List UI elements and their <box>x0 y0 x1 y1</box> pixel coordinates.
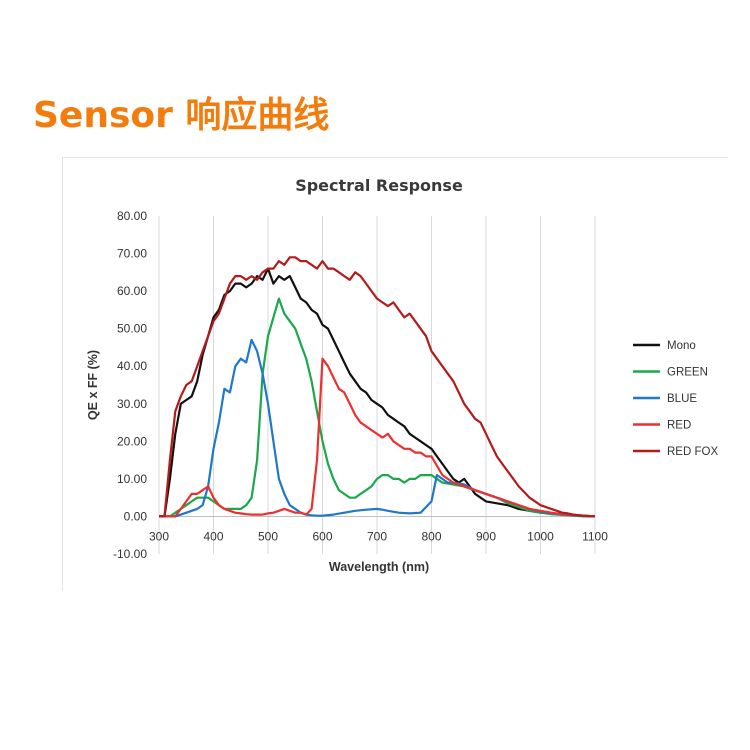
legend-label: RED FOX <box>667 446 718 458</box>
x-tick-label: 800 <box>421 529 441 543</box>
spectral-response-chart: Spectral Response 300 400 500 600 700 800 900 1… <box>86 176 718 574</box>
y-tick-label: -10.00 <box>113 547 147 561</box>
legend: Mono GREEN BLUE RED RED FOX <box>633 340 718 458</box>
page-title: Sensor 响应曲线 <box>33 95 330 136</box>
y-tick-label: 80.00 <box>117 209 147 223</box>
x-tick-label: 700 <box>367 529 387 543</box>
series-line-red-fox <box>159 256 596 518</box>
x-axis-title: Wavelength (nm) <box>329 560 429 574</box>
x-tick-label: 900 <box>476 529 496 543</box>
series-line-red <box>159 357 596 518</box>
y-tick-label: 0.00 <box>124 509 148 523</box>
series-lines <box>159 256 596 518</box>
y-tick-label: 50.00 <box>117 322 147 336</box>
y-tick-label: 30.00 <box>117 397 147 411</box>
y-tick-label: 60.00 <box>117 284 147 298</box>
legend-label: BLUE <box>667 393 697 405</box>
x-tick-label: 1000 <box>527 529 554 543</box>
x-tick-label: 300 <box>149 529 169 543</box>
x-tick-label: 600 <box>312 529 332 543</box>
y-tick-label: 10.00 <box>117 472 147 486</box>
y-tick-label: 70.00 <box>117 247 147 261</box>
y-tick-label: 20.00 <box>117 434 147 448</box>
series-line-mono <box>159 267 596 518</box>
x-tick-label: 500 <box>258 529 278 543</box>
tick-labels: 300 400 500 600 700 800 900 1000 1100 -10.00 0.00 1… <box>113 209 608 561</box>
y-axis-title: QE x FF (%) <box>86 350 100 420</box>
legend-label: Mono <box>667 340 696 352</box>
y-tick-label: 40.00 <box>117 359 147 373</box>
grid <box>158 216 596 554</box>
chart-title: Spectral Response <box>295 176 463 195</box>
x-tick-label: 1100 <box>582 529 608 543</box>
legend-label: RED <box>667 420 691 432</box>
x-tick-label: 400 <box>203 529 223 543</box>
legend-label: GREEN <box>667 367 708 379</box>
chart-panel: Spectral Response 300 400 500 600 700 800 900 1… <box>62 157 728 591</box>
